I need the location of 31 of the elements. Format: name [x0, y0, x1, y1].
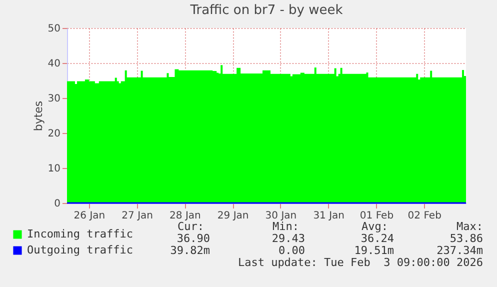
legend-label: Incoming traffic	[27, 228, 133, 240]
y-tick-label: 30	[48, 94, 60, 104]
y-tick-label: 50	[48, 24, 60, 34]
text: 39.82m	[170, 244, 210, 257]
y-tick-label: 40	[48, 58, 60, 70]
y-tick-label: 0	[54, 198, 60, 210]
text: Min:	[272, 220, 299, 233]
text: Last update: Tue Feb 3 09:00:00 2026	[238, 256, 483, 269]
x-tick-label: 29 Jan	[217, 210, 249, 222]
chart-title: Traffic on br7 - by week	[189, 3, 344, 18]
y-tick-label: 10	[48, 164, 60, 174]
y-tick-label: 20	[48, 128, 60, 140]
x-tick-label: 26 Jan	[74, 210, 106, 222]
text: Avg:	[362, 220, 388, 233]
x-tick-label: 27 Jan	[122, 210, 153, 222]
text: 36.90	[176, 232, 210, 245]
x-tick-label: 02 Feb	[408, 210, 442, 222]
y-axis-title: bytes	[32, 100, 45, 132]
legend-label: Outgoing traffic	[27, 244, 133, 256]
text: 53.86	[450, 232, 483, 245]
text: Max:	[456, 220, 483, 233]
x-tick-label: 01 Feb	[360, 210, 394, 222]
text: 0.00	[278, 244, 305, 257]
x-tick-label: 28 Jan	[170, 210, 201, 222]
text: 36.24	[360, 232, 394, 245]
x-tick-label: 30 Jan	[265, 210, 297, 222]
x-tick-label: 31 Jan	[313, 210, 345, 222]
text: Cur:	[178, 220, 204, 233]
text: 19.51m	[354, 244, 394, 257]
text: 237.34m	[436, 244, 483, 257]
text: 29.43	[272, 232, 305, 245]
